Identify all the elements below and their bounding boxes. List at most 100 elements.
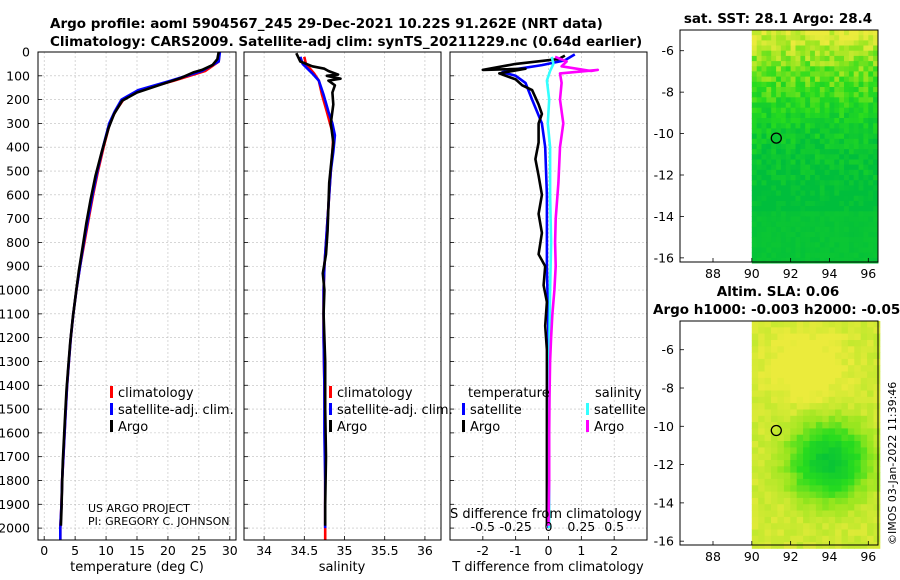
map-cell xyxy=(873,92,879,98)
map-cell xyxy=(751,118,758,124)
legend-argo-label: Argo xyxy=(118,420,148,435)
map-cell xyxy=(809,478,817,486)
map-cell xyxy=(795,200,801,207)
map-cell xyxy=(841,415,849,423)
map-cell xyxy=(810,190,816,197)
map-cell xyxy=(751,159,758,166)
map-cell xyxy=(863,190,869,197)
map-cell xyxy=(771,247,777,254)
map-cell xyxy=(863,123,869,129)
map-cell xyxy=(828,333,836,341)
map-cell xyxy=(795,123,801,129)
depth-tick-label: 300 xyxy=(6,116,30,131)
map-cell xyxy=(756,242,762,248)
map-cell xyxy=(835,390,842,398)
map-cell xyxy=(795,237,801,243)
map-cell xyxy=(853,81,859,88)
map-cell xyxy=(853,143,859,150)
map-cell xyxy=(841,466,849,473)
map-cell xyxy=(790,403,798,410)
map-cell xyxy=(758,333,765,341)
map-cell xyxy=(824,102,830,109)
map-cell xyxy=(867,510,874,518)
map-cell xyxy=(824,61,830,67)
map-cell xyxy=(844,107,850,114)
map-cell xyxy=(853,149,859,155)
x-tick-label: 25 xyxy=(191,543,207,558)
map-cell xyxy=(761,138,767,145)
map-cell xyxy=(839,159,845,166)
map-cell xyxy=(776,164,782,171)
map-cell xyxy=(863,112,869,119)
map-cell xyxy=(835,453,842,461)
map-cell xyxy=(751,352,759,360)
map-cell xyxy=(785,159,792,166)
map-cell xyxy=(873,123,879,129)
map-cell xyxy=(771,66,777,72)
map-cell xyxy=(834,232,840,238)
map-cell xyxy=(868,149,874,155)
map-cell xyxy=(751,138,758,145)
map-cell xyxy=(790,118,796,124)
map-cell xyxy=(803,377,810,385)
map-cell xyxy=(776,221,782,228)
map-cell xyxy=(803,504,810,511)
map-cell xyxy=(771,257,777,264)
map-cell xyxy=(756,30,762,36)
map-cell xyxy=(756,200,762,207)
legend-climatology-swatch xyxy=(329,386,332,398)
map-cell xyxy=(841,333,849,341)
map-cell xyxy=(764,434,772,442)
map-cell xyxy=(751,535,759,543)
map-cell xyxy=(839,180,845,186)
map-cell xyxy=(858,237,864,243)
map-cell xyxy=(824,190,830,197)
map-cell xyxy=(814,169,821,176)
map-cell xyxy=(863,35,869,41)
map-cell xyxy=(815,377,823,385)
map-cell xyxy=(800,195,806,202)
map-cell xyxy=(839,128,845,134)
map-cell xyxy=(834,221,840,228)
map-cell xyxy=(796,472,804,480)
map-cell xyxy=(790,485,798,492)
map-cell xyxy=(853,128,859,134)
map-cell xyxy=(810,123,816,129)
map-cell xyxy=(809,327,817,334)
map-cell xyxy=(839,87,845,93)
map-cell xyxy=(776,133,782,140)
map-cell xyxy=(756,107,762,114)
map-cell xyxy=(835,340,842,347)
legend-satellite-adj-label: satellite-adj. clim. xyxy=(337,403,453,418)
map-cell xyxy=(873,396,881,404)
map-cell xyxy=(766,112,772,119)
map-cell xyxy=(810,143,816,150)
map-cell xyxy=(764,365,772,372)
map-cell xyxy=(790,112,796,119)
map-cell xyxy=(756,66,762,72)
map-cell xyxy=(847,472,855,480)
map-cell xyxy=(777,447,785,455)
map-cell xyxy=(758,390,765,398)
s-difference-tick-label: -0.5 xyxy=(471,519,495,534)
map-cell xyxy=(858,154,864,160)
map-cell xyxy=(771,102,777,109)
map-cell xyxy=(853,154,859,160)
map-cell xyxy=(758,491,765,499)
map-cell xyxy=(790,232,796,238)
map-cell xyxy=(848,206,855,212)
map-cell xyxy=(860,333,868,341)
map-cell xyxy=(796,447,804,455)
map-cell xyxy=(853,107,859,114)
map-cell xyxy=(777,504,785,511)
map-cell xyxy=(834,149,840,155)
map-cell xyxy=(805,76,811,83)
map-cell xyxy=(835,478,842,486)
map-cell xyxy=(863,221,869,228)
map-cell xyxy=(790,390,798,398)
map-cell xyxy=(800,45,806,52)
map-cell xyxy=(834,175,840,181)
map-cell xyxy=(785,221,792,228)
map-cell xyxy=(829,159,835,166)
map-cell xyxy=(751,434,759,442)
